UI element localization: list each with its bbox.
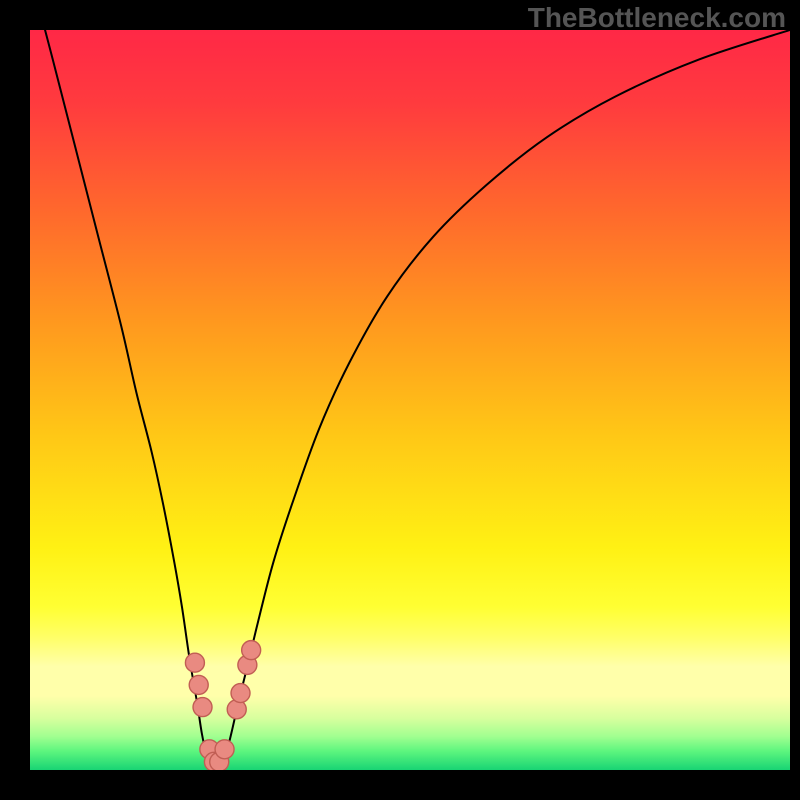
plot-background: [30, 30, 790, 770]
curve-marker: [185, 653, 204, 672]
curve-marker: [193, 698, 212, 717]
chart-stage: TheBottleneck.com: [0, 0, 800, 800]
bottleneck-chart: [0, 0, 800, 800]
curve-marker: [189, 675, 208, 694]
curve-marker: [231, 684, 250, 703]
curve-marker: [242, 641, 261, 660]
curve-marker: [215, 740, 234, 759]
